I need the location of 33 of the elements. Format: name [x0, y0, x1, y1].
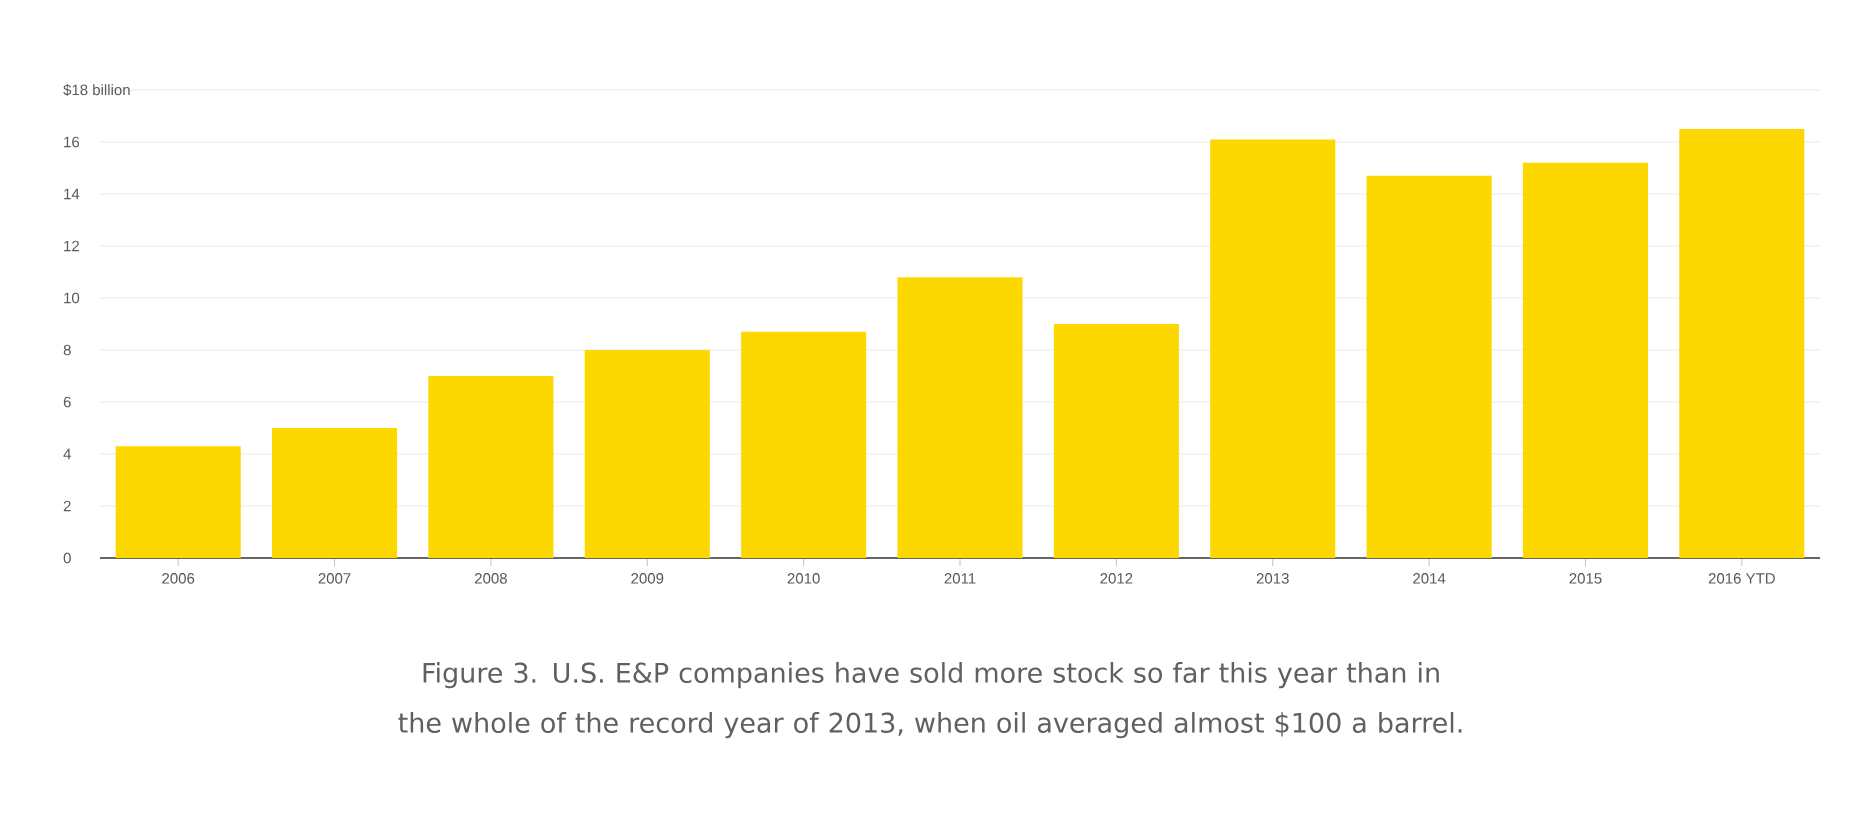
x-tick-label: 2012: [1100, 573, 1133, 584]
x-tick-label: 2008: [474, 573, 507, 584]
bar: [1210, 139, 1336, 559]
x-tick-label: 2015: [1569, 573, 1602, 584]
x-tick-label: 2006: [162, 573, 195, 584]
x-tick-label: 2010: [787, 573, 820, 584]
x-tick-label: 2007: [318, 573, 351, 584]
bar: [1522, 162, 1649, 559]
y-tick-label: 6: [63, 396, 71, 408]
caption: Figure 3. U.S. E&P companies have sold more stock so far this year than in the whole of the record year of 2013, when oil averaged almost $100 a barrel.: [398, 662, 1462, 739]
bar: [272, 428, 398, 559]
bar: [584, 350, 710, 559]
x-tick-label: 2013: [1256, 573, 1289, 584]
x-tick-label: 2014: [1413, 573, 1446, 584]
y-tick-label: 10: [64, 292, 80, 304]
bar: [1053, 324, 1179, 559]
x-tick-label: 2009: [631, 573, 664, 584]
x-tick-label: 2016 YTD: [1708, 573, 1775, 584]
y-tick-label: 16: [64, 136, 80, 148]
bar: [1366, 175, 1492, 559]
y-tick-label: 14: [64, 188, 80, 200]
y-tick-label: 4: [63, 448, 71, 460]
bar: [1679, 129, 1805, 559]
bar: [741, 331, 867, 559]
bar: [897, 277, 1023, 559]
y-tick-label: 12: [64, 240, 79, 252]
x-tick-label: 2011: [944, 573, 976, 584]
y-tick-label: 8: [63, 344, 71, 356]
bar: [428, 376, 554, 559]
y-tick-label: 2: [63, 500, 71, 512]
y-tick-label: 0: [63, 552, 71, 564]
bar: [115, 446, 241, 559]
y-tick-label: $18 billion: [63, 83, 130, 97]
